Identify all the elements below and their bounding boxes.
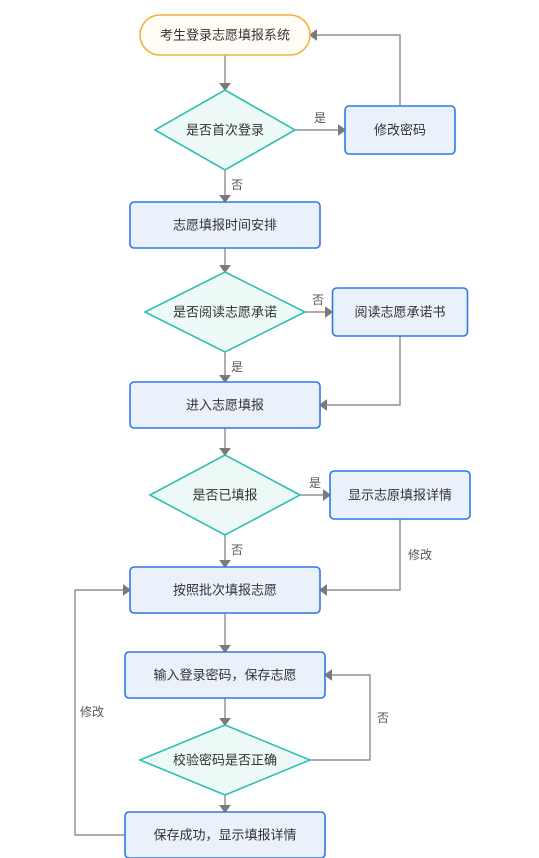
node-label-enter: 进入志愿填报	[186, 398, 264, 413]
node-label-start: 考生登录志愿填报系统	[160, 28, 290, 43]
edge-label-5: 否	[312, 293, 324, 307]
node-label-dec_pwd: 校验密码是否正确	[173, 753, 277, 768]
edge-label-9: 是	[309, 476, 321, 490]
edge-label-14: 否	[377, 711, 389, 725]
edge-2	[310, 35, 400, 106]
edge-6	[320, 336, 400, 405]
node-label-saved: 保存成功，显示填报详情	[153, 828, 296, 843]
node-label-schedule: 志愿填报时间安排	[173, 218, 277, 233]
node-label-dec_first: 是否首次登录	[186, 123, 264, 138]
node-label-dec_read: 是否阅读志愿承诺	[173, 305, 277, 320]
edge-label-10: 修改	[408, 547, 432, 562]
node-label-read: 阅读志愿承诺书	[354, 305, 445, 320]
node-label-dec_filled: 是否已填报	[192, 488, 257, 503]
node-label-pwd: 修改密码	[374, 123, 426, 138]
node-label-input_pwd: 输入登录密码，保存志愿	[153, 668, 296, 683]
flowchart-canvas: 是否否是是修改否否修改考生登录志愿填报系统是否首次登录修改密码志愿填报时间安排是…	[0, 0, 539, 858]
edge-label-3: 否	[231, 178, 243, 192]
edge-label-16: 修改	[80, 704, 104, 719]
node-label-show_prev: 显示志原填报详情	[348, 488, 452, 503]
edge-10	[320, 519, 400, 590]
node-label-fill: 按照批次填报志愿	[173, 583, 277, 598]
edge-label-11: 否	[231, 543, 243, 557]
edge-label-1: 是	[314, 111, 326, 125]
edge-label-7: 是	[231, 360, 243, 374]
